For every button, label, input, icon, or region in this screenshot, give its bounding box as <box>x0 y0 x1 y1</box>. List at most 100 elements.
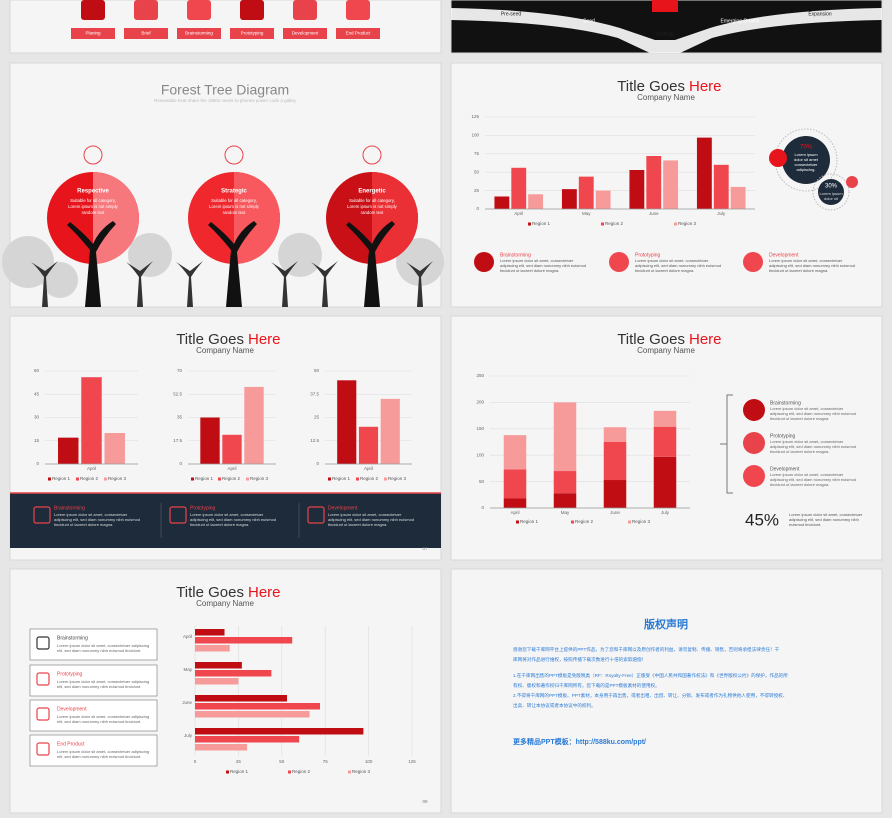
process-label: Prototyping <box>241 31 264 36</box>
callout-text: Lorem ipsum <box>794 152 818 157</box>
callout-text: adipiscing. <box>797 167 816 172</box>
feature-text: Lorem ipsum dolor sit amet, consectetuer… <box>57 643 149 648</box>
stage-label: Emerging Growth <box>721 18 760 24</box>
legend-label: Region 3 <box>388 476 407 481</box>
y-tick-label: 125 <box>471 114 479 119</box>
feature-text: adipiscing elit, sed diam nonummy nibh e… <box>328 517 414 522</box>
legend-label: Region 2 <box>80 476 99 481</box>
bar <box>104 433 125 464</box>
company: Company Name <box>196 346 254 355</box>
bar <box>494 196 510 209</box>
legend-swatch <box>384 477 387 481</box>
feature-text: tincidunt ut laoreet dolore magna. <box>770 449 829 454</box>
feature-text: adipiscing elit, sed diam nonummy nibh e… <box>770 477 856 482</box>
legend-label: Region 1 <box>52 476 71 481</box>
title: Title Goes <box>176 584 244 601</box>
legend-swatch <box>328 477 331 481</box>
bar <box>603 427 627 442</box>
legend-swatch <box>528 222 531 226</box>
feature-text: Lorem ipsum dolor sit amet, consectetuer <box>635 258 709 263</box>
feature-text: adipiscing elit, sed diam nonummy nibh e… <box>54 517 140 522</box>
legend-label: Region 3 <box>352 769 371 774</box>
feature-text: tincidunt ut laoreet dolore magna. <box>500 268 559 273</box>
bar <box>553 402 577 472</box>
bar <box>553 493 577 508</box>
legend-swatch <box>348 770 351 774</box>
callout <box>782 136 830 184</box>
feature-text: elit, sed diam nonummy nibh euismod tinc… <box>57 719 141 724</box>
feature-text: Lorem ipsum dolor sit amet, consectetuer… <box>57 679 149 684</box>
feature-text: Lorem ipsum dolor sit amet, consectetuer… <box>57 749 149 754</box>
y-tick-label: May <box>183 667 192 672</box>
callout-value: 30% <box>825 184 838 190</box>
bar <box>629 169 645 209</box>
legend-swatch <box>218 477 221 481</box>
legend-label: Region 2 <box>360 476 379 481</box>
bar <box>222 434 242 464</box>
company: Company Name <box>196 599 254 608</box>
bar <box>195 662 242 669</box>
x-tick-label: 50 <box>279 759 285 764</box>
bar <box>653 426 677 457</box>
bar <box>528 194 544 209</box>
feature-text: adipiscing elit, sed diam nonummy nibh e… <box>770 411 856 416</box>
label-box <box>283 28 327 39</box>
copyright-text: 2.不得将千库网的PPT模板、PPT素材，本身用于再出售，或者出租、出借、转让、… <box>513 692 787 699</box>
legend-swatch <box>104 477 107 481</box>
bar <box>195 645 230 652</box>
legend-swatch <box>191 477 194 481</box>
x-tick-label: May <box>561 510 570 515</box>
callout-text: dolor sit amet <box>794 157 819 162</box>
item-text: Suitable for all category, <box>70 198 116 203</box>
bar <box>653 456 677 508</box>
bg-tree <box>2 236 54 288</box>
bar <box>603 442 627 481</box>
stat-text: adipiscing elit, sed diam nonummy nibh <box>789 517 859 522</box>
process-label: End Product <box>346 31 372 36</box>
stat-text: Lorem ipsum dolor sit amet, consectetuer <box>789 512 863 517</box>
title-accent: Here <box>689 331 722 348</box>
legend-label: Region 1 <box>195 476 214 481</box>
legend-label: Region 1 <box>332 476 351 481</box>
y-tick-label: 75 <box>474 151 480 156</box>
y-tick-label: 15 <box>34 438 40 443</box>
label-box <box>124 28 168 39</box>
bar <box>195 744 248 751</box>
feature-title: Development <box>328 505 358 511</box>
item-text: random text <box>223 210 246 215</box>
feature-text: tincidunt ut laoreet dolore magna. <box>328 522 387 527</box>
feature-text: elit, sed diam nonummy nibh euismod tinc… <box>57 684 141 689</box>
callout-value: 70% <box>800 145 813 151</box>
legend-label: Region 3 <box>250 476 269 481</box>
y-tick-label: 17.5 <box>173 438 182 443</box>
item-text: Suitable for all category, <box>211 198 257 203</box>
item-title: Respective <box>77 189 109 195</box>
ring <box>812 173 850 211</box>
feature-text: adipiscing elit, sed diam nonummy nibh e… <box>500 263 586 268</box>
title: Title Goes <box>617 331 685 348</box>
list-box <box>29 664 158 697</box>
feature-text: Lorem ipsum dolor sit amet, consectetuer <box>770 406 844 411</box>
title-accent: Here <box>689 78 722 95</box>
y-tick-label: 70 <box>177 368 183 373</box>
bar <box>713 164 729 209</box>
tree-crown-half <box>234 172 280 264</box>
y-tick-label: 50 <box>314 368 320 373</box>
feature-title: Prototyping <box>770 433 796 439</box>
copyright-text: 出卖、转让本协议或者本协议中的权利。 <box>513 702 596 709</box>
feature-text: Lorem ipsum dolor sit amet, consectetuer <box>770 472 844 477</box>
legend-label: Region 2 <box>605 221 624 226</box>
small-tree <box>271 261 298 307</box>
x-tick-label: 100 <box>365 759 373 764</box>
y-tick-label: 200 <box>476 400 484 405</box>
label-box <box>177 28 221 39</box>
legend-label: Region 1 <box>532 221 551 226</box>
stat-text: euismod tincidunt. <box>789 522 821 527</box>
y-tick-label: 100 <box>471 133 479 138</box>
feature-title: End Product <box>57 741 85 747</box>
feature-text: adipiscing elit, sed diam nonummy nibh e… <box>770 444 856 449</box>
y-tick-label: 0 <box>481 505 484 510</box>
x-tick-label: 0 <box>194 759 197 764</box>
y-tick-label: 12.5 <box>310 438 319 443</box>
bar <box>696 137 712 209</box>
